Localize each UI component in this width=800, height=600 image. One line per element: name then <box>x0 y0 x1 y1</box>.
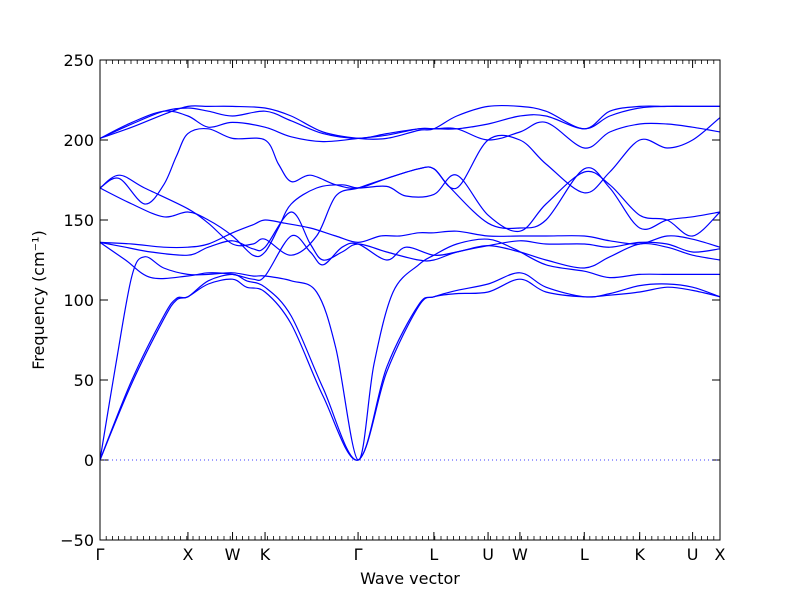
y-tick-label: 250 <box>63 51 94 70</box>
phonon-bands <box>100 104 720 461</box>
y-axis-label: Frequency (cm⁻¹) <box>29 230 48 369</box>
x-axis-label: Wave vector <box>360 569 460 588</box>
x-tick-label: X <box>715 545 726 564</box>
band-line-5 <box>100 211 720 262</box>
x-tick-label: W <box>512 545 528 564</box>
x-tick-label: Γ <box>96 545 105 564</box>
band-line-12 <box>100 104 720 140</box>
band-line-6 <box>100 219 720 249</box>
band-line-7 <box>100 170 720 258</box>
y-axis-ticks: −50 0 50 100 150 200 250 <box>60 51 720 550</box>
x-tick-label: W <box>225 545 241 564</box>
band-line-3 <box>100 238 720 461</box>
y-tick-label: 200 <box>63 131 94 150</box>
x-tick-label: K <box>634 545 645 564</box>
plot-area <box>100 60 720 540</box>
band-line-4 <box>100 234 720 282</box>
y-tick-label: 150 <box>63 211 94 230</box>
minor-ticks <box>105 60 715 540</box>
x-tick-label: U <box>687 545 699 564</box>
plot-frame <box>99 59 721 541</box>
band-line-11 <box>100 105 720 140</box>
x-tick-label: U <box>482 545 494 564</box>
band-line-2 <box>100 272 720 461</box>
x-tick-label: L <box>580 545 589 564</box>
x-tick-label: L <box>429 545 438 564</box>
x-tick-label: X <box>182 545 193 564</box>
y-tick-label: 50 <box>74 371 94 390</box>
x-tick-label: Γ <box>354 545 363 564</box>
y-tick-label: −50 <box>60 531 94 550</box>
y-tick-label: 0 <box>84 451 94 470</box>
y-tick-label: 100 <box>63 291 94 310</box>
x-tick-label: K <box>260 545 271 564</box>
band-line-9 <box>100 117 720 205</box>
